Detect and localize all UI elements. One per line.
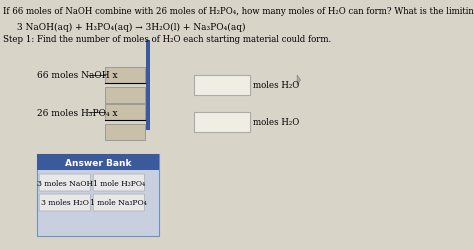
FancyBboxPatch shape [194, 112, 250, 132]
Bar [37, 154, 159, 170]
Text: Answer Bank: Answer Bank [64, 158, 131, 167]
FancyBboxPatch shape [194, 76, 250, 96]
Text: moles H₂O: moles H₂O [253, 81, 299, 90]
FancyBboxPatch shape [105, 124, 145, 140]
Text: 26 moles H₃PO₄ x: 26 moles H₃PO₄ x [37, 108, 118, 117]
FancyBboxPatch shape [93, 174, 145, 191]
Polygon shape [297, 76, 301, 86]
Text: Step 1: Find the number of moles of H₂O each starting material could form.: Step 1: Find the number of moles of H₂O … [3, 35, 332, 44]
Text: 66 moles NaOH x: 66 moles NaOH x [37, 71, 118, 80]
FancyBboxPatch shape [105, 88, 145, 104]
Text: 3 moles H₂O: 3 moles H₂O [41, 199, 89, 207]
FancyBboxPatch shape [105, 104, 145, 120]
Text: moles H₂O: moles H₂O [253, 118, 299, 127]
Text: 3 moles NaOH: 3 moles NaOH [37, 179, 93, 187]
Text: 1 mole H₃PO₄: 1 mole H₃PO₄ [93, 179, 145, 187]
Text: 1 mole Na₃PO₄: 1 mole Na₃PO₄ [91, 199, 147, 207]
FancyBboxPatch shape [105, 68, 145, 84]
Text: 3 NaOH(aq) + H₃PO₄(aq) → 3H₂O(l) + Na₃PO₄(aq): 3 NaOH(aq) + H₃PO₄(aq) → 3H₂O(l) + Na₃PO… [17, 23, 246, 32]
FancyBboxPatch shape [39, 174, 91, 191]
FancyBboxPatch shape [37, 154, 159, 236]
FancyBboxPatch shape [39, 194, 91, 211]
Bar [146, 41, 150, 130]
Text: If 66 moles of NaOH combine with 26 moles of H₂PO₄, how many moles of H₂O can fo: If 66 moles of NaOH combine with 26 mole… [3, 7, 474, 16]
FancyBboxPatch shape [93, 194, 145, 211]
